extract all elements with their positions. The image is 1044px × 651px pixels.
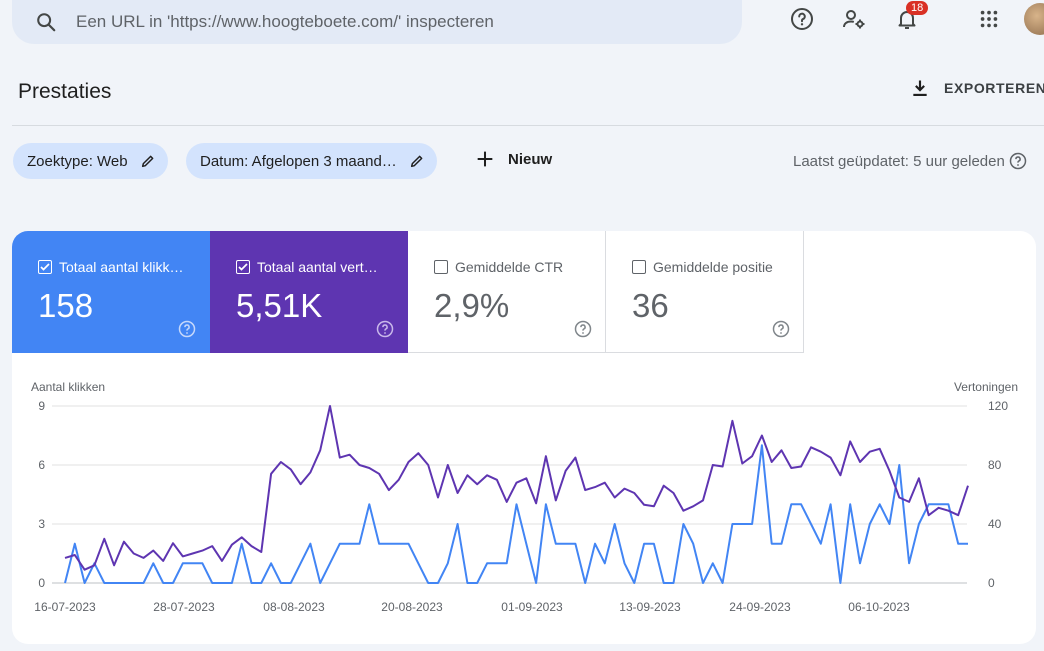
filter-chip-date[interactable]: Datum: Afgelopen 3 maand… [186,143,437,179]
checkbox-unchecked-icon[interactable] [632,260,646,274]
checkbox-checked-icon[interactable] [236,260,250,274]
edit-icon [410,155,423,168]
metric-value: 5,51K [236,287,323,324]
x-tick-label: 24-09-2023 [729,600,791,614]
metric-label: Gemiddelde positie [653,259,773,275]
y-tick-right: 0 [988,576,995,590]
y-axis-right-label: Vertoningen [954,380,1018,394]
y-tick-left: 6 [38,458,45,472]
y-tick-left: 3 [38,517,45,531]
series-line-clicks [64,444,968,584]
metric-total-clicks[interactable]: Totaal aantal klikk… 158 [12,231,210,353]
filter-chip-search-type[interactable]: Zoektype: Web [13,143,168,179]
metric-label: Gemiddelde CTR [455,259,564,275]
last-updated: Laatst geüpdatet: 5 uur geleden [793,152,1027,170]
y-tick-right: 120 [988,399,1008,413]
metric-average-position[interactable]: Gemiddelde positie 36 [606,231,804,353]
metric-value: 158 [38,287,94,324]
new-filter-label: Nieuw [508,150,553,168]
last-updated-text: Laatst geüpdatet: 5 uur geleden [793,152,1005,170]
x-tick-label: 28-07-2023 [153,600,215,614]
y-axis-left-label: Aantal klikken [31,380,105,394]
plus-icon [477,151,493,167]
help-icon[interactable] [772,320,790,338]
metric-label: Totaal aantal klikk… [59,259,184,275]
page-title: Prestaties [18,80,112,103]
y-tick-right: 40 [988,517,1002,531]
metric-average-ctr[interactable]: Gemiddelde CTR 2,9% [408,231,606,353]
metric-value: 2,9% [434,287,510,324]
x-tick-label: 16-07-2023 [34,600,96,614]
x-tick-label: 20-08-2023 [381,600,443,614]
notification-badge: 18 [906,1,929,15]
chip-label: Zoektype: Web [27,152,128,170]
url-inspect-search[interactable]: Een URL in 'https://www.hoogteboete.com/… [12,0,742,44]
search-icon [34,10,58,34]
help-icon[interactable] [1009,152,1027,170]
y-tick-left: 9 [38,399,45,413]
metric-label: Totaal aantal vert… [257,259,378,275]
help-icon[interactable] [574,320,592,338]
metric-total-impressions[interactable]: Totaal aantal vert… 5,51K [210,231,408,353]
x-tick-label: 01-09-2023 [501,600,563,614]
help-icon[interactable] [789,6,815,32]
new-filter-button[interactable]: Nieuw [474,148,552,170]
checkbox-checked-icon[interactable] [38,260,52,274]
y-tick-right: 80 [988,458,1002,472]
search-placeholder: Een URL in 'https://www.hoogteboete.com/… [76,12,494,31]
x-tick-label: 08-08-2023 [263,600,325,614]
apps-grid-icon[interactable] [976,6,1002,32]
y-tick-left: 0 [38,576,45,590]
x-tick-label: 06-10-2023 [848,600,910,614]
performance-card: Totaal aantal klikk… 158 Totaal aantal v… [12,231,1036,644]
export-label: EXPORTEREN [944,80,1044,96]
x-tick-label: 13-09-2023 [619,600,681,614]
account-settings-icon[interactable] [841,6,867,32]
help-icon[interactable] [178,320,196,338]
checkbox-unchecked-icon[interactable] [434,260,448,274]
download-icon [913,80,927,96]
header-divider [12,125,1044,126]
export-button[interactable]: EXPORTEREN [910,78,1044,98]
metric-value: 36 [632,287,669,324]
performance-chart[interactable]: Aantal klikken Vertoningen 9 120 6 80 3 40 0 0 16-… [12,371,1036,631]
edit-icon [141,155,154,168]
help-icon[interactable] [376,320,394,338]
avatar[interactable] [1024,3,1044,35]
chip-label: Datum: Afgelopen 3 maand… [200,152,397,170]
series-line-impressions [64,405,969,571]
notifications-icon[interactable]: 18 [894,1,929,32]
